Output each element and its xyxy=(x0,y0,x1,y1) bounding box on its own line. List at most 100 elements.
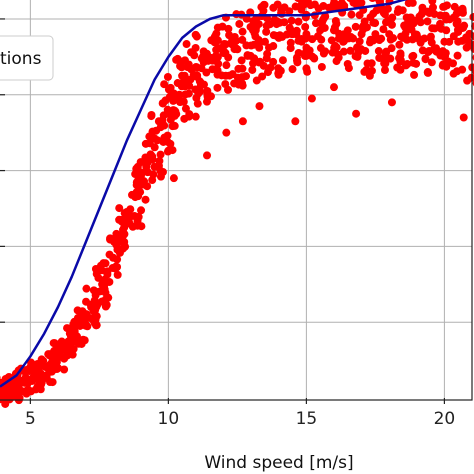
scatter-cloud-point-0-35-3 xyxy=(428,0,437,5)
scatter-point-1-11 xyxy=(401,60,410,69)
scatter-cloud-point-0-14-20 xyxy=(154,161,163,170)
scatter-cloud-point-0-24-21 xyxy=(269,3,278,12)
scatter-cloud-point-0-25-20 xyxy=(285,23,294,32)
scatter-cloud-point-0-17-13 xyxy=(190,51,199,60)
model-curve xyxy=(0,0,408,388)
scatter-cloud-point-0-29-4 xyxy=(346,0,354,3)
scatter-cloud-point-0-15-4 xyxy=(163,72,172,81)
scatter-cloud-point-0-21-16 xyxy=(228,70,237,79)
scatter-cloud-point-0-34-11 xyxy=(410,70,419,79)
scatter-cloud-point-0-3-16 xyxy=(28,376,37,385)
scatter-cloud-point-0-15-20 xyxy=(161,96,170,105)
scatter-cloud-point-0-31-13 xyxy=(372,6,381,15)
x-tick-label-2: 15 xyxy=(296,409,318,429)
scatter-cloud-point-0-14-11 xyxy=(149,170,158,179)
legend: tions xyxy=(0,35,54,81)
scatter-cloud-point-0-12-20 xyxy=(133,221,142,230)
scatter-cloud-point-0-13-18 xyxy=(141,154,150,163)
scatter-cloud-point-0-2-20 xyxy=(17,387,26,396)
scatter-cloud-point-0-30-21 xyxy=(352,0,361,6)
scatter-cloud-point-0-37-5 xyxy=(453,51,462,60)
scatter-cloud-point-0-23-16 xyxy=(259,6,268,15)
scatter-cloud-point-0-32-10 xyxy=(382,18,391,27)
scatter-cloud-point-0-27-20 xyxy=(317,62,326,71)
scatter-cloud-point-0-18-13 xyxy=(193,63,202,72)
scatter-cloud-point-0-23-9 xyxy=(255,57,264,66)
scatter-cloud-point-0-25-16 xyxy=(286,38,295,47)
scatter-cloud-point-0-20-20 xyxy=(217,71,226,80)
scatter-cloud-point-0-32-5 xyxy=(380,65,389,74)
scatter-cloud-point-0-24-17 xyxy=(269,57,278,66)
scatter-cloud-point-0-5-13 xyxy=(60,365,69,374)
scatter-cloud-point-0-10-12 xyxy=(113,270,122,279)
scatter-cloud-point-0-33-17 xyxy=(397,32,406,41)
scatter-cloud-point-0-37-9 xyxy=(448,59,457,68)
scatter-cloud-point-0-6-21 xyxy=(66,346,75,355)
scatter-point-1-0 xyxy=(169,174,178,183)
legend-entry-label: tions xyxy=(0,49,42,69)
scatter-cloud-point-0-25-17 xyxy=(292,27,301,36)
scatter-cloud-point-0-35-7 xyxy=(420,34,429,43)
scatter-cloud-point-0-37-18 xyxy=(450,2,459,11)
scatter-cloud-point-0-32-18 xyxy=(388,13,397,22)
scatter-cloud-point-0-20-1 xyxy=(213,83,222,92)
scatter-point-1-13 xyxy=(440,52,449,61)
scatter-cloud-point-0-22-8 xyxy=(242,72,251,81)
scatter-cloud-point-0-21-11 xyxy=(230,45,239,54)
scatter-cloud-point-0-5-14 xyxy=(52,358,61,367)
scatter-cloud-point-0-16-18 xyxy=(175,95,184,104)
scatter-cloud-point-0-4-11 xyxy=(37,355,46,364)
scatter-cloud-point-0-21-5 xyxy=(238,35,247,44)
scatter-point-1-12 xyxy=(423,68,432,77)
scatter-cloud-point-0-15-21 xyxy=(163,147,172,156)
scatter-point-1-1 xyxy=(203,151,212,160)
scatter-point-1-5 xyxy=(291,117,300,126)
scatter-cloud-point-0-25-15 xyxy=(282,30,291,39)
scatter-cloud-point-0-21-19 xyxy=(235,19,244,28)
scatter-cloud-point-0-17-5 xyxy=(191,43,200,52)
scatter-cloud-point-0-26-21 xyxy=(302,51,311,60)
scatter-cloud-point-0-5-16 xyxy=(52,365,61,374)
scatter-cloud-point-0-29-11 xyxy=(346,46,355,55)
scatter-cloud-point-0-5-19 xyxy=(53,341,62,350)
scatter-cloud-point-0-18-21 xyxy=(193,71,202,80)
scatter-cloud-point-0-29-8 xyxy=(344,64,353,73)
scatter-cloud-point-0-2-21 xyxy=(17,376,26,385)
scatter-cloud-point-0-12-18 xyxy=(134,192,143,201)
scatter-cloud-point-0-25-12 xyxy=(294,17,303,26)
scatter-cloud-point-0-10-16 xyxy=(103,267,112,276)
scatter-cloud-point-0-17-1 xyxy=(180,71,189,80)
scatter-cloud-point-0-17-17 xyxy=(185,110,194,119)
scatter-cloud-point-0-32-14 xyxy=(386,35,395,44)
scatter-point-0-31 xyxy=(371,30,380,39)
scatter-cloud-point-0-37-21 xyxy=(453,25,462,34)
scatter-cloud-point-0-28-14 xyxy=(334,53,343,62)
scatter-cloud-point-0-27-17 xyxy=(310,54,319,63)
scatter-cloud-point-0-33-13 xyxy=(401,23,410,32)
scatter-cloud-point-0-23-18 xyxy=(263,49,272,58)
scatter-cloud-point-0-29-13 xyxy=(347,10,356,19)
scatter-point-1-9 xyxy=(365,71,374,80)
scatter-cloud-point-0-35-10 xyxy=(426,32,435,41)
scatter-cloud-point-0-12-14 xyxy=(134,212,143,221)
scatter-cloud-point-0-34-21 xyxy=(408,0,417,7)
scatter-cloud-point-0-34-6 xyxy=(409,51,418,60)
scatter-cloud-point-0-8-19 xyxy=(86,314,95,323)
scatter-cloud-point-0-19-3 xyxy=(202,68,211,77)
scatter-cloud-point-0-33-16 xyxy=(396,49,405,58)
legend-box xyxy=(0,35,54,81)
scatter-cloud-point-0-36-3 xyxy=(445,37,454,46)
scatter-cloud-point-0-15-13 xyxy=(163,131,172,140)
scatter-cloud-point-0-11-20 xyxy=(115,204,124,213)
scatter-cloud-point-0-25-21 xyxy=(287,16,296,25)
scatter-cloud-point-0-32-20 xyxy=(381,52,390,61)
scatter-cloud-point-0-9-20 xyxy=(104,293,113,302)
scatter-cloud-point-0-26-5 xyxy=(301,22,310,31)
scatter-cloud-point-0-7-20 xyxy=(72,332,81,341)
scatter-cloud-point-0-28-19 xyxy=(331,16,340,25)
scatter-cloud-point-0-34-14 xyxy=(412,59,421,68)
scatter-cloud-point-0-23-14 xyxy=(258,72,267,81)
scatter-cloud-point-0-14-18 xyxy=(150,143,159,152)
scatter-cloud-point-0-22-21 xyxy=(251,26,260,35)
